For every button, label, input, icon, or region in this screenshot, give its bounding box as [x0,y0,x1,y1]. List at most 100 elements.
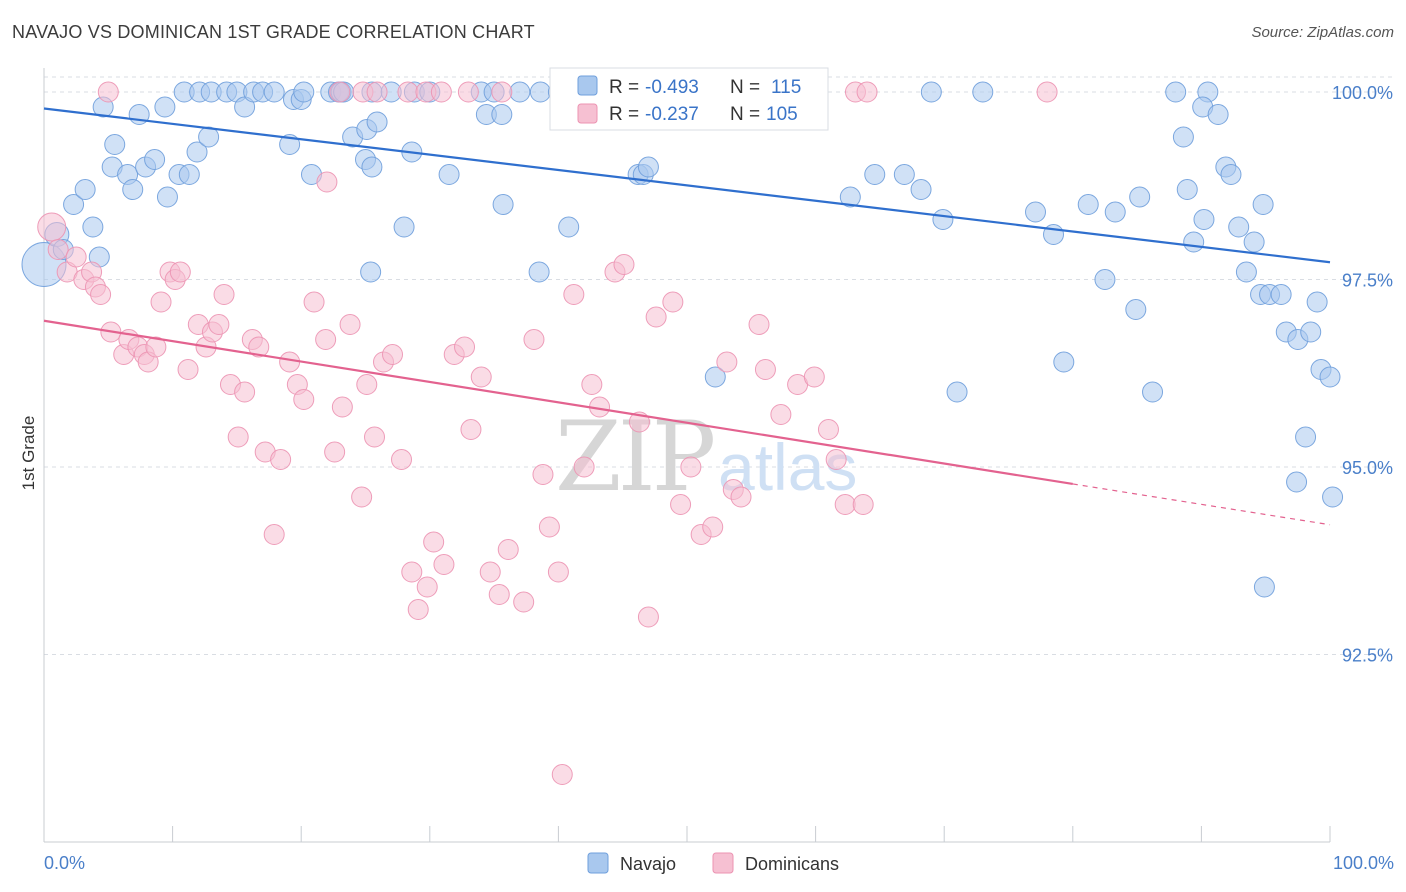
legend-swatch-navajo [587,852,609,874]
dominican-point [407,599,429,620]
dominican-point [37,212,67,242]
dominican-trend-line-extension [1072,483,1331,526]
y-tick-label: 97.5% [1342,271,1393,291]
dominican-point [716,351,738,373]
dominican-point [852,494,874,515]
dominican-point [834,494,856,515]
stats-r-value-dominican: -0.237 [645,104,699,125]
dominican-point [169,261,191,283]
navajo-point [1183,231,1205,253]
bottom-legend: Navajo Dominicans [587,852,839,874]
dominican-point [416,576,438,598]
legend-label-dominican: Dominicans [745,854,839,874]
navajo-point [1253,576,1275,598]
navajo-trend-line [43,107,1331,264]
stats-r-value-navajo: -0.493 [645,77,699,98]
dominican-point [523,329,545,350]
legend-label-navajo: Navajo [620,854,676,874]
stats-n-label-dominican: N = [730,104,760,125]
navajo-point [74,179,96,200]
navajo-point [491,104,513,125]
dominican-point [513,591,535,613]
dominican-point [430,81,452,103]
navajo-point [360,261,382,283]
navajo-point [154,96,176,118]
navajo-point [1207,104,1229,125]
navajo-point [509,81,531,103]
navajo-point [361,156,383,178]
navajo-point [1270,284,1292,305]
trend-lines [43,107,1331,526]
dominican-point [662,291,684,313]
navajo-point [366,111,388,133]
dominican-point [208,314,230,335]
dominican-point [293,389,315,410]
chart-title: NAVAJO VS DOMINICAN 1ST GRADE CORRELATIO… [12,22,535,42]
dominican-point [581,374,603,395]
navajo-point [1165,81,1187,103]
dominican-point [825,449,847,470]
stats-r-label-navajo: R = [609,77,639,98]
navajo-point [529,81,551,103]
dominican-point [817,419,839,440]
dominican-point [339,314,361,335]
dominican-point [856,81,878,103]
navajo-point [704,366,726,388]
navajo-point [1104,201,1126,223]
dominican-point [324,441,346,463]
navajo-point [63,194,85,215]
dominican-point [315,329,337,350]
navajo-point [1286,471,1308,493]
dominican-point [680,456,702,478]
navajo-point [1322,486,1344,508]
navajo-point [1142,381,1164,403]
navajo-point [122,179,144,200]
navajo-point [1025,201,1047,223]
dominican-point [457,81,479,103]
navajo-point [893,164,915,185]
y-tick-labels: 100.0% 97.5% 95.0% 92.5% [1332,83,1393,666]
dominican-point [316,171,338,193]
navajo-point [839,186,861,208]
y-tick-label: 100.0% [1332,83,1393,103]
dominican-point [702,516,724,538]
axes [43,68,1331,843]
navajo-point [186,141,208,163]
navajo-point [178,164,200,185]
navajo-point [1125,299,1147,320]
navajo-point [492,194,514,215]
dominican-point [397,81,419,103]
dominican-point [454,336,476,358]
dominican-point [382,344,404,365]
dominican-point [270,449,292,470]
dominican-point [279,351,301,373]
navajo-point [1319,366,1341,388]
navajo-point [393,216,415,238]
navajo-point [910,179,932,200]
navajo-point [1235,261,1257,283]
dominican-point [563,284,585,305]
navajo-point [438,164,460,185]
stats-n-value-dominican: 105 [766,104,798,125]
dominican-point [364,426,386,448]
dominican-point [532,464,554,485]
navajo-points [21,81,1344,598]
navajo-point [263,81,285,103]
navajo-point [144,149,166,170]
dominican-point [356,374,378,395]
dominican-point [479,561,501,583]
dominican-point [573,456,595,478]
stats-legend: R = -0.493 N = 115 R = -0.237 N = 105 [549,67,829,131]
navajo-point [104,134,126,155]
navajo-point [293,81,315,103]
y-axis-title: 1st Grade [19,416,38,491]
navajo-point [920,81,942,103]
legend-swatch-dominican [712,852,734,874]
source-credit: Source: ZipAtlas.com [1251,24,1394,41]
navajo-point [82,216,104,238]
stats-swatch-dominican [577,103,598,124]
navajo-point [1220,164,1242,185]
dominican-point [47,239,69,260]
dominican-points [37,81,1058,785]
